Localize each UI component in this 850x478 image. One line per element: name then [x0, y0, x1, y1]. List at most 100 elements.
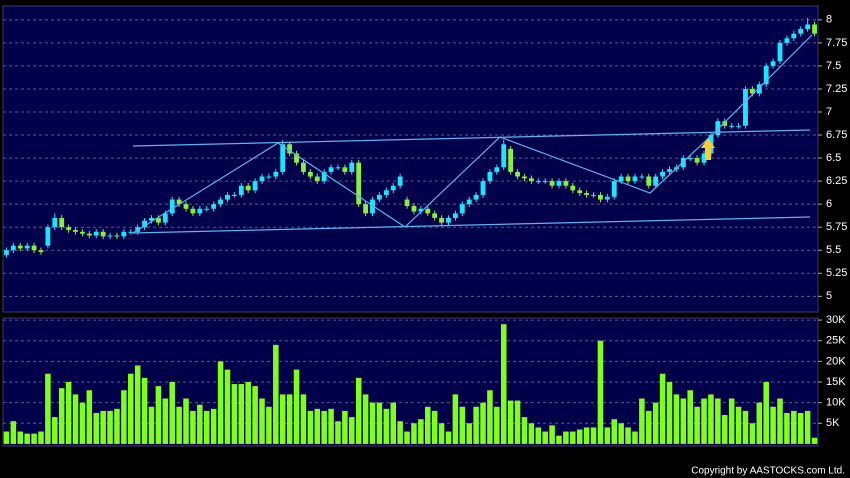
candle-body: [287, 144, 293, 154]
candle-body: [452, 213, 458, 218]
volume-bar: [121, 390, 127, 444]
volume-bar: [183, 398, 189, 444]
candle-body: [169, 199, 175, 214]
volume-bar: [507, 400, 514, 444]
volume-bar: [321, 410, 327, 444]
candle-body: [473, 194, 479, 200]
y-tick-label: 10K: [826, 397, 846, 409]
candle-body: [4, 250, 9, 255]
volume-bar: [38, 431, 44, 444]
marks: [3, 17, 818, 444]
volume-bar: [556, 435, 562, 444]
volume-bar: [300, 394, 307, 444]
y-tick-label: 20K: [826, 355, 846, 367]
candle-body: [515, 171, 520, 177]
y-tick-label: 5.5: [826, 244, 841, 256]
labels: 8 7.75 7.5 7.25 7 6.75 6.5 6.25 6 5.75 5.5 5.25 5 30K…: [818, 14, 847, 429]
volume-bar: [728, 398, 735, 444]
candle-body: [563, 181, 569, 186]
volume-bar: [735, 406, 742, 444]
candle-body: [121, 231, 127, 237]
volume-bar: [210, 408, 217, 444]
candle-body: [736, 125, 741, 127]
candle-body: [162, 213, 168, 223]
candle-body: [80, 231, 85, 234]
volume-bar: [245, 382, 251, 444]
volume-bar: [701, 398, 707, 444]
volume-bar: [770, 406, 776, 444]
candle-body: [487, 171, 493, 182]
volume-bar: [93, 412, 100, 444]
candle-body: [45, 227, 51, 246]
volume-bar: [279, 394, 286, 444]
candle-body: [301, 162, 306, 172]
volume-bar: [252, 386, 258, 444]
candle-body: [687, 158, 693, 160]
volume-bar: [266, 406, 272, 444]
candle-body: [763, 65, 769, 85]
candle-body: [377, 194, 382, 200]
volume-bar: [134, 365, 141, 444]
volume-bar: [425, 406, 431, 444]
volume-bar: [611, 419, 618, 444]
y-tick-label: 7: [826, 106, 832, 118]
volume-bar: [763, 382, 769, 444]
volume-bar: [576, 429, 583, 444]
channel-upper: [132, 129, 811, 147]
candle-body: [142, 220, 148, 228]
candle-body: [439, 217, 444, 223]
channel-lower: [132, 216, 811, 234]
volume-bar: [797, 412, 804, 444]
candle-body: [149, 217, 154, 221]
candle-body: [694, 158, 700, 163]
candle-body: [218, 199, 223, 205]
volume-bar: [494, 406, 500, 444]
volume-bar: [597, 340, 604, 444]
volume-bar: [217, 361, 224, 444]
candle-body: [770, 61, 776, 66]
volume-bar: [694, 406, 700, 444]
volume-bar: [203, 410, 210, 444]
candle-body: [321, 171, 327, 182]
candle-body: [370, 199, 375, 214]
volume-bar: [238, 384, 245, 444]
volume-bar: [397, 421, 403, 444]
volume-bar: [708, 394, 714, 444]
y-tick-label: 25K: [826, 335, 846, 347]
volume-bar: [349, 417, 355, 444]
y-tick-label: 5K: [826, 417, 840, 429]
candle-body: [432, 213, 438, 218]
candle-body: [114, 235, 120, 237]
volume-bar: [65, 382, 72, 444]
candle-body: [383, 190, 389, 195]
candle-body: [570, 185, 576, 191]
candle-body: [632, 176, 638, 182]
candle-body: [549, 181, 555, 186]
candle-body: [335, 167, 341, 169]
candle-body: [411, 206, 417, 212]
candle-body: [598, 194, 603, 200]
copyright: Copyright by AASTOCKS.com Ltd.: [691, 466, 845, 477]
candle-body: [784, 38, 790, 43]
candle-body: [508, 148, 514, 172]
volume-bar: [784, 412, 790, 444]
y-tick-label: 5: [826, 290, 832, 302]
y-tick-label: 8: [826, 14, 832, 26]
volume-bar: [128, 373, 134, 444]
candle-body: [791, 33, 797, 39]
volume-bar: [72, 394, 79, 444]
candle-body: [494, 167, 500, 172]
candle-body: [273, 171, 279, 177]
volume-bar: [431, 410, 438, 444]
volume-bar: [286, 394, 293, 444]
volume-bar: [224, 369, 231, 444]
volume-bar: [652, 402, 659, 444]
candle-body: [397, 176, 403, 186]
candle-body: [307, 171, 313, 177]
candle-body: [73, 229, 78, 232]
candle-body: [390, 185, 396, 191]
candle-body: [480, 181, 486, 195]
candle-body: [204, 208, 210, 210]
candle-body: [798, 29, 804, 34]
